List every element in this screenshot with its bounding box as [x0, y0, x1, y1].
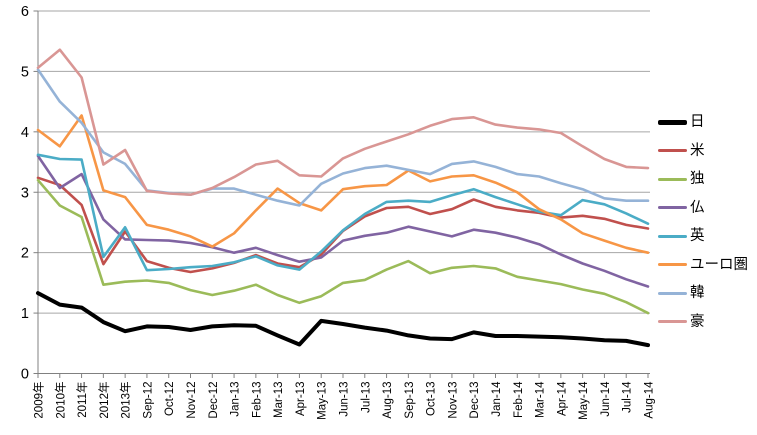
- legend-swatch-us: [658, 149, 687, 153]
- x-tick-label: May-14: [578, 381, 590, 420]
- series-line-ユーロ圏: [36, 114, 650, 254]
- legend-item-france: 仏: [658, 198, 748, 219]
- legend-label-korea: 韓: [690, 285, 705, 301]
- x-tick-label: Jun-14: [600, 381, 612, 417]
- x-tick-label: Jul-13: [360, 382, 372, 413]
- x-tick-label: Dec-13: [469, 382, 481, 419]
- legend-swatch-australia: [658, 320, 687, 324]
- x-tick-label: Sep-13: [404, 382, 416, 419]
- y-tick-label: 5: [21, 64, 29, 80]
- x-tick-label: 2009年: [32, 382, 46, 419]
- x-tick-label: Apr-13: [295, 382, 307, 417]
- legend-label-france: 仏: [690, 199, 705, 216]
- x-tick-label: Aug-14: [644, 381, 656, 419]
- x-tick-label: Jan-13: [230, 382, 242, 417]
- y-tick-label: 4: [21, 125, 29, 141]
- y-tick-label: 0: [21, 367, 29, 383]
- legend-label-germany: 独: [690, 171, 705, 187]
- x-tick-label: 2013年: [119, 382, 133, 419]
- x-tick-label: Feb-14: [513, 381, 525, 418]
- series-line-仏: [36, 154, 650, 288]
- x-tick-label: Mar-13: [273, 382, 285, 418]
- legend-label-eurozone: ユーロ圏: [690, 256, 748, 273]
- y-tick-label: 1: [21, 306, 29, 322]
- x-tick-label: Jul-14: [622, 381, 634, 413]
- x-tick-label: Nov-13: [447, 382, 459, 419]
- y-tick-label: 3: [21, 185, 29, 201]
- legend-label-japan: 日: [690, 114, 705, 130]
- legend-swatch-japan: [658, 119, 687, 125]
- y-tick-label: 2: [21, 246, 29, 262]
- x-tick-label: Oct-12: [164, 382, 176, 417]
- legend-item-australia: 豪: [658, 312, 748, 333]
- x-tick-label: Dec-12: [208, 382, 220, 419]
- series-line-韓: [36, 68, 650, 207]
- x-tick-label: Jan-14: [491, 381, 503, 417]
- x-tick-label: 2011年: [75, 382, 89, 418]
- legend-item-korea: 韓: [658, 283, 748, 304]
- legend-swatch-eurozone: [658, 263, 687, 267]
- x-tick-label: 2010年: [53, 382, 67, 419]
- x-tick-label: Oct-13: [426, 382, 438, 417]
- x-tick-label: Jun-13: [339, 382, 351, 417]
- legend-label-us: 米: [690, 142, 705, 159]
- legend-swatch-uk: [658, 234, 687, 238]
- legend-swatch-germany: [658, 177, 687, 181]
- legend-item-germany: 独: [658, 169, 748, 190]
- legend-label-australia: 豪: [690, 313, 705, 330]
- series-line-独: [36, 178, 650, 315]
- legend-item-eurozone: ユーロ圏: [658, 255, 748, 276]
- x-tick-label: Nov-12: [186, 382, 198, 419]
- x-tick-label: Aug-13: [382, 382, 394, 419]
- legend: 日 米 独 仏 英 ユーロ圏 韓 豪: [658, 112, 748, 340]
- legend-label-uk: 英: [690, 228, 705, 244]
- x-tick-label: Mar-14: [535, 381, 547, 418]
- x-tick-label: Sep-12: [142, 382, 154, 419]
- legend-item-us: 米: [658, 141, 748, 162]
- series-line-日: [36, 291, 650, 348]
- legend-swatch-france: [658, 206, 687, 210]
- y-tick-label: 6: [21, 4, 29, 20]
- legend-item-uk: 英: [658, 226, 748, 247]
- x-tick-label: 2012年: [97, 382, 111, 419]
- legend-swatch-korea: [658, 291, 687, 295]
- x-tick-label: Feb-13: [251, 382, 263, 418]
- legend-item-japan: 日: [658, 112, 748, 133]
- x-tick-label: Apr-14: [556, 381, 568, 416]
- x-tick-label: May-13: [317, 382, 329, 420]
- series-line-豪: [36, 48, 650, 196]
